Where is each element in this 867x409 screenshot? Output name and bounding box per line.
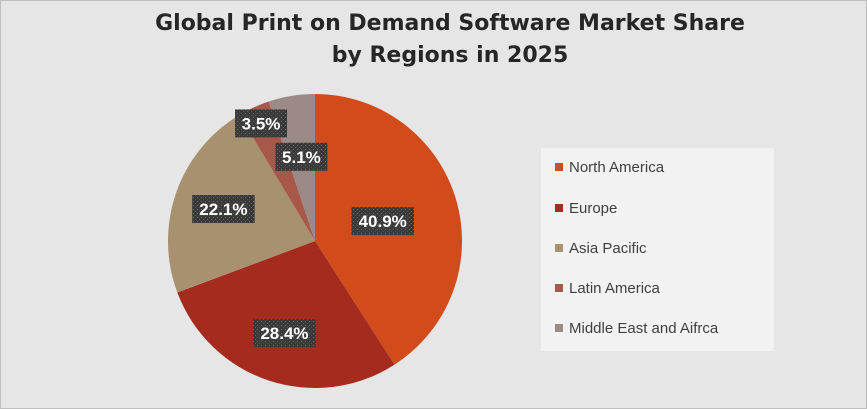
data-label-latin-america: 3.5%: [242, 114, 281, 133]
data-label-box-asia-pacific: [192, 194, 255, 223]
legend-item-latin-america: Latin America: [555, 279, 660, 299]
legend-label-asia-pacific: Asia Pacific: [569, 240, 647, 257]
legend-label-latin-america: Latin America: [569, 280, 660, 297]
data-label-middle-east-and-aifrca: 5.1%: [282, 148, 321, 167]
data-label-north-america: 40.9%: [359, 212, 407, 231]
data-label-box-north-america: [351, 207, 414, 236]
data-label-europe: 28.4%: [260, 324, 308, 343]
legend: North America Europe Asia Pacific Latin …: [541, 148, 774, 351]
data-label-box-latin-america: [235, 109, 288, 138]
legend-swatch-north-america: [555, 163, 563, 172]
legend-item-europe: Europe: [555, 199, 617, 219]
legend-swatch-middle-east-and-africa: [555, 324, 563, 333]
data-label-asia-pacific: 22.1%: [199, 200, 247, 219]
legend-label-north-america: North America: [569, 159, 665, 176]
chart-title-line-2: by Regions in 2025: [331, 43, 569, 68]
legend-item-middle-east-and-africa: Middle East and Aifrca: [555, 319, 718, 339]
data-label-box-middle-east-and-aifrca: [275, 142, 328, 171]
chart-title: Global Print on Demand Software Market S…: [0, 8, 867, 72]
pie-slice-europe: [177, 241, 395, 388]
legend-label-europe: Europe: [569, 200, 618, 217]
pie-data-labels: 40.9% 28.4% 22.1% 3.5%5.1%: [192, 109, 414, 348]
legend-item-north-america: North America: [555, 158, 664, 178]
legend-swatch-latin-america: [555, 284, 563, 293]
data-label-box-europe: [253, 319, 316, 348]
chart-title-line-1: Global Print on Demand Software Market S…: [155, 11, 745, 36]
legend-item-asia-pacific: Asia Pacific: [555, 239, 647, 259]
legend-swatch-europe: [555, 204, 563, 213]
legend-label-middle-east-and-africa: Middle East and Aifrca: [569, 320, 719, 337]
legend-swatch-asia-pacific: [555, 244, 563, 253]
